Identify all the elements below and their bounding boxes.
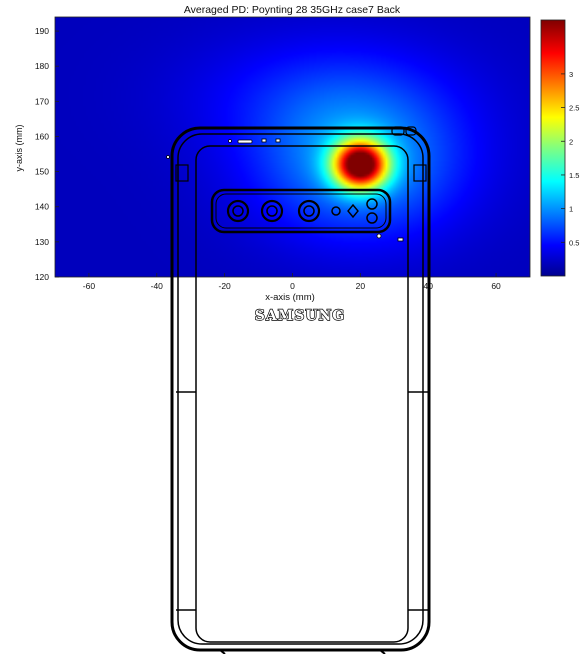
y-tick-label: 140 <box>35 202 49 212</box>
x-axis-label: x-axis (mm) <box>265 292 315 303</box>
y-tick-label: 120 <box>35 272 49 282</box>
y-axis: 190 180 170 160 150 140 130 120 <box>35 26 59 282</box>
colorbar-tick-label: 1.5 <box>569 171 579 180</box>
x-tick-label: -40 <box>151 281 164 291</box>
x-tick-label: 0 <box>290 281 295 291</box>
chart-title: Averaged PD: Poynting 28 35GHz case7 Bac… <box>184 4 401 16</box>
camera-lens-icon <box>232 205 244 217</box>
colorbar-tick-label: 3 <box>569 70 573 79</box>
colorbar: 3 2.5 2 1.5 1 0.5 <box>540 19 579 277</box>
y-tick-label: 130 <box>35 237 49 247</box>
colorbar-tick-label: 2 <box>569 137 573 146</box>
y-axis-label: y-axis (mm) <box>14 125 24 172</box>
brand-logo: SAMSUNG <box>255 308 346 324</box>
sensor-icon <box>366 212 378 224</box>
camera-lens-icon <box>266 205 278 217</box>
colorbar-tick-label: 0.5 <box>569 238 579 247</box>
phone-details <box>166 138 404 242</box>
sensor-icon <box>331 206 341 216</box>
camera-lens-icon <box>226 199 250 223</box>
colorbar-gradient <box>540 19 566 277</box>
y-tick-label: 190 <box>35 26 49 36</box>
x-tick-label: 60 <box>491 281 501 291</box>
y-tick-label: 170 <box>35 96 49 106</box>
colorbar-tick-label: 1 <box>569 205 573 214</box>
x-tick-label: 20 <box>356 281 366 291</box>
y-tick-label: 160 <box>35 131 49 141</box>
x-tick-label: -60 <box>83 281 96 291</box>
camera-lens-icon <box>303 205 315 217</box>
camera-lens-icon <box>297 199 321 223</box>
plot-area <box>54 16 531 278</box>
flash-icon <box>347 203 359 219</box>
heatmap <box>55 17 530 277</box>
y-tick-label: 150 <box>35 167 49 177</box>
x-tick-label: -20 <box>218 281 231 291</box>
y-tick-label: 180 <box>35 61 49 71</box>
sensor-icon <box>366 198 378 210</box>
camera-lens-icon <box>260 199 284 223</box>
phone-outline <box>170 126 431 654</box>
camera-module <box>226 198 378 224</box>
colorbar-tick-label: 2.5 <box>569 104 579 113</box>
